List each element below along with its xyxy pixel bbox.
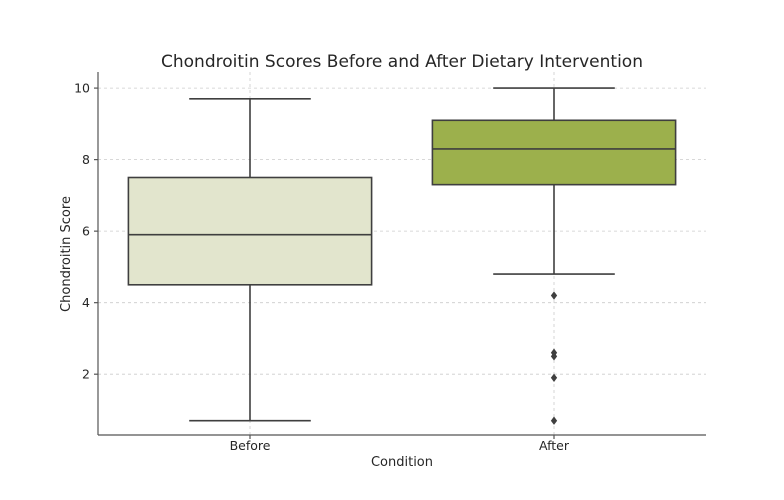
y-tick-label: 10 bbox=[74, 81, 90, 96]
iqr-box bbox=[127, 176, 373, 286]
y-tick-label: 8 bbox=[82, 152, 90, 167]
tick-layer: 2 4 6 8 10 Before After bbox=[74, 81, 570, 453]
box-group-before bbox=[127, 98, 373, 422]
x-tick-label: After bbox=[539, 438, 570, 453]
y-axis-label: Chondroitin Score bbox=[59, 196, 74, 312]
x-tick-label: Before bbox=[230, 438, 271, 453]
outlier-point bbox=[550, 416, 558, 425]
y-tick-label: 4 bbox=[82, 295, 90, 310]
iqr-box bbox=[431, 119, 677, 186]
outlier-point bbox=[550, 291, 558, 300]
outlier-point bbox=[550, 373, 558, 382]
box-layer bbox=[127, 87, 677, 425]
y-tick-label: 6 bbox=[82, 224, 90, 239]
y-tick-label: 2 bbox=[82, 367, 90, 382]
x-axis-label: Condition bbox=[371, 455, 433, 470]
box-group-after bbox=[431, 87, 677, 425]
outlier-point bbox=[550, 352, 558, 361]
chart-title: Chondroitin Scores Before and After Diet… bbox=[161, 52, 643, 72]
